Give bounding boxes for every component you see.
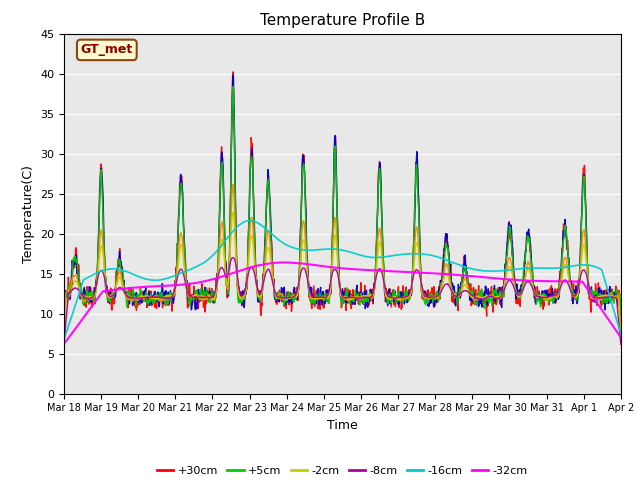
Text: GT_met: GT_met [81,43,133,56]
X-axis label: Time: Time [327,419,358,432]
Y-axis label: Temperature(C): Temperature(C) [22,165,35,263]
Legend: +30cm, +15cm, +5cm, 0cm, -2cm, -8cm, -16cm, -32cm: +30cm, +15cm, +5cm, 0cm, -2cm, -8cm, -16… [152,462,532,480]
Title: Temperature Profile B: Temperature Profile B [260,13,425,28]
